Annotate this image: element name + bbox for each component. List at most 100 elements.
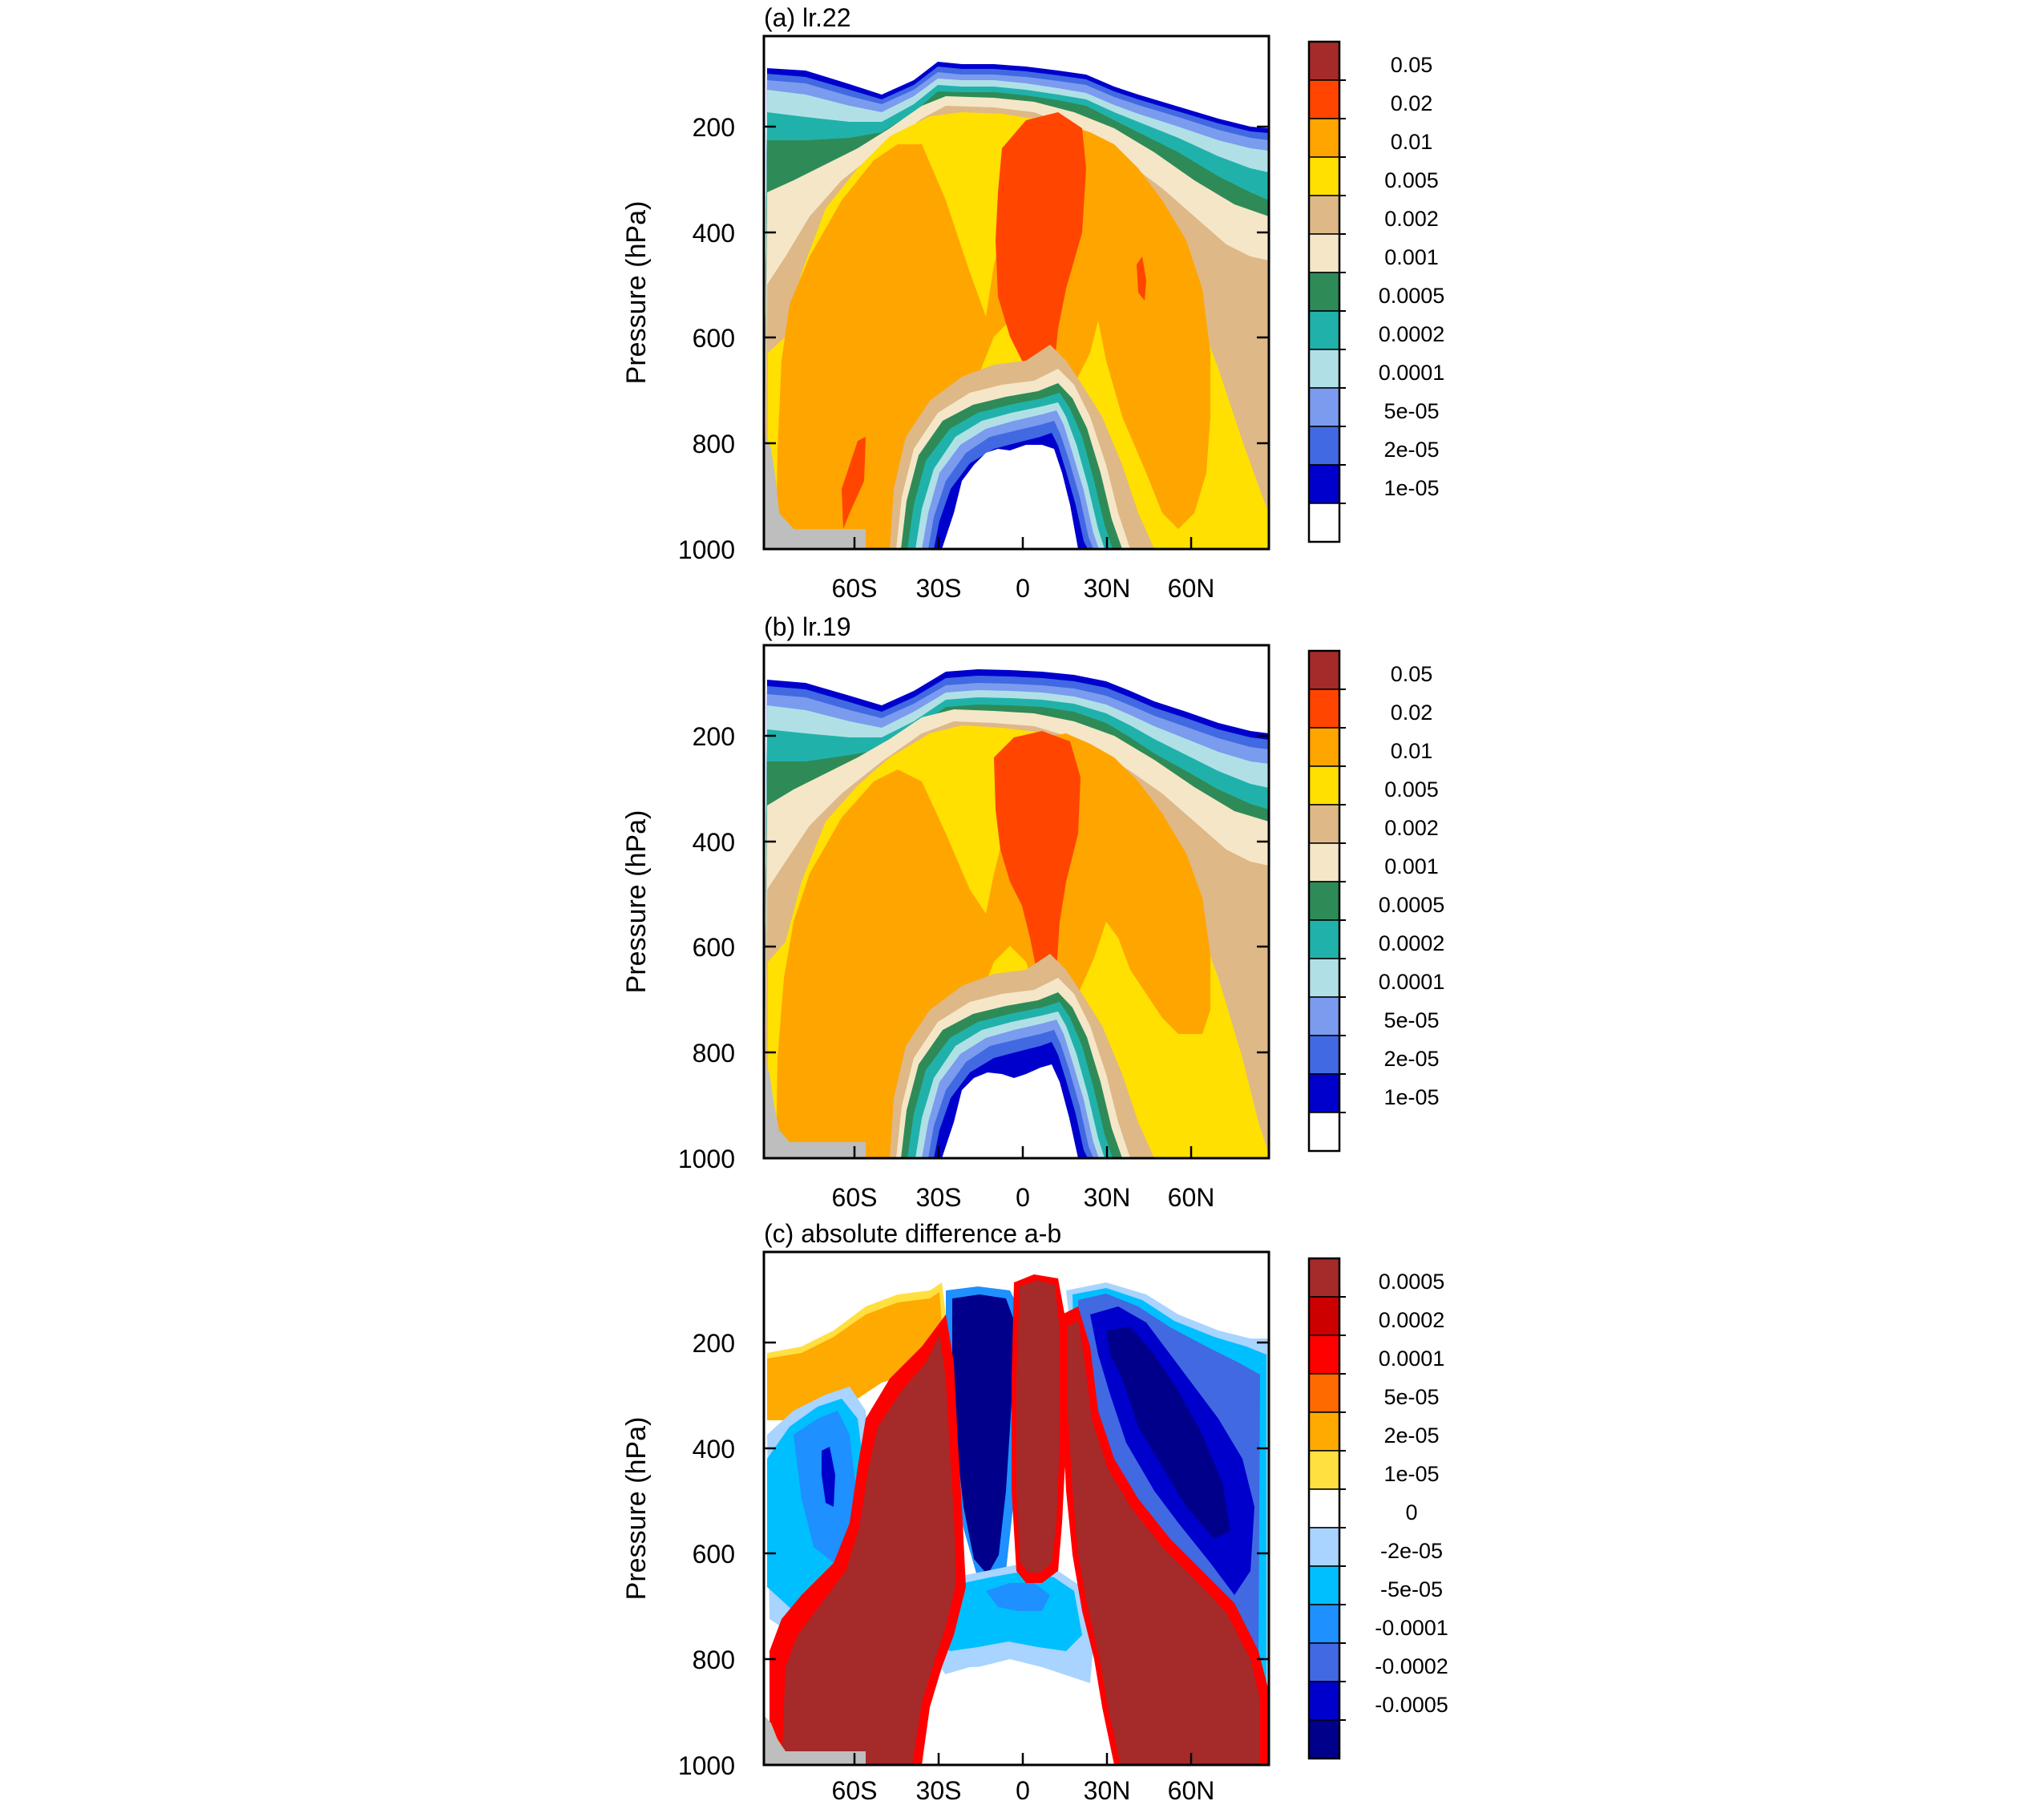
colorbar-swatch xyxy=(1308,919,1340,959)
colorbar-label: 1e-05 xyxy=(1384,476,1439,500)
colorbar-frame xyxy=(1307,649,1341,1153)
colorbar-label: 0.01 xyxy=(1391,130,1433,154)
y-tick-label: 200 xyxy=(693,1329,735,1358)
x-tick-label: 0 xyxy=(1016,1776,1030,1805)
x-tick-label: 0 xyxy=(1016,1183,1030,1212)
y-tick-label: 1000 xyxy=(678,535,735,564)
colorbar-label: 0.0005 xyxy=(1379,1270,1445,1294)
panel-c-y-axis: 200 400 600 800 1000 Pressure (hPa) xyxy=(621,1329,1269,1780)
y-tick-label: 800 xyxy=(693,430,735,458)
lower-neutral-core xyxy=(922,1666,1106,1765)
colorbar-label: 0.001 xyxy=(1384,245,1439,269)
colorbar-label: -2e-05 xyxy=(1380,1539,1443,1563)
colorbar-swatch xyxy=(1308,79,1340,119)
left-positive-region xyxy=(782,1335,956,1765)
colorbar-swatch xyxy=(1308,310,1340,350)
colorbar-label: 0.002 xyxy=(1384,207,1439,231)
panel-b-field xyxy=(764,645,1269,1158)
x-tick-label: 60S xyxy=(832,574,878,603)
panel-c-frame xyxy=(762,1250,1270,1767)
colorbar-swatch xyxy=(1308,650,1340,690)
y-axis-label: Pressure (hPa) xyxy=(621,810,652,994)
band-0.02 xyxy=(994,731,1081,994)
colorbar-swatch xyxy=(1308,1527,1340,1567)
colorbar-swatch xyxy=(1308,272,1340,312)
x-tick-label: 30S xyxy=(916,1183,962,1212)
y-tick-label: 600 xyxy=(693,933,735,962)
colorbar-label: 1e-05 xyxy=(1384,1462,1439,1486)
band-0.02 xyxy=(842,112,1146,529)
panel-c-field xyxy=(764,1252,1269,1765)
x-tick-label: 30N xyxy=(1084,574,1131,603)
colorbar-swatch xyxy=(1308,1411,1340,1452)
colorbar-swatch xyxy=(1308,1719,1340,1759)
panel-c-colorbar: 0.0005 0.0002 0.0001 5e-05 2e-05 1e-05 0 -2e-05… xyxy=(1307,1257,1448,1760)
colorbar-swatch xyxy=(1308,996,1340,1036)
colorbar-swatch xyxy=(1308,118,1340,158)
colorbar-swatch xyxy=(1308,195,1340,235)
colorbar-swatch xyxy=(1308,1373,1340,1413)
missing-data-region xyxy=(764,1715,866,1765)
y-tick-label: 600 xyxy=(693,1540,735,1569)
right-positive-region xyxy=(1068,1321,1260,1765)
colorbar-label: 0.0001 xyxy=(1379,1347,1445,1371)
x-tick-label: 60N xyxy=(1168,1776,1215,1805)
center-positive-column xyxy=(1016,1280,1060,1573)
colorbar-label: -5e-05 xyxy=(1380,1577,1443,1601)
left-negative-core xyxy=(822,1447,835,1507)
colorbar-swatch xyxy=(1308,765,1340,806)
band-0.01 xyxy=(776,733,1210,1158)
x-tick-label: 60N xyxy=(1168,574,1215,603)
colorbar-label: 0.005 xyxy=(1384,168,1439,192)
colorbar-label: 1e-05 xyxy=(1384,1085,1439,1109)
colorbar-label: 0.05 xyxy=(1391,662,1433,686)
y-tick-label: 200 xyxy=(693,113,735,142)
missing-data-region xyxy=(764,1058,866,1158)
colorbar-label: 5e-05 xyxy=(1384,1385,1439,1409)
y-tick-label: 400 xyxy=(693,219,735,248)
colorbar-swatch xyxy=(1308,1112,1340,1152)
colorbar-swatch xyxy=(1308,1296,1340,1336)
colorbar-label: -0.0005 xyxy=(1375,1693,1448,1717)
y-axis-label: Pressure (hPa) xyxy=(621,1417,652,1601)
colorbar-label: 2e-05 xyxy=(1384,438,1439,462)
center-negative-column-core xyxy=(952,1294,1015,1575)
panel-c: (c) absolute difference a-b xyxy=(621,1219,1448,1805)
colorbar-swatch xyxy=(1308,958,1340,998)
colorbar-swatch xyxy=(1308,1604,1340,1644)
panel-a-field xyxy=(764,36,1269,549)
panel-a: (a) lr.22 xyxy=(621,3,1444,603)
x-tick-label: 60S xyxy=(832,1183,878,1212)
colorbar-label: 0.0001 xyxy=(1379,970,1445,994)
colorbar-label: 0.0005 xyxy=(1379,284,1445,308)
lower-white-core xyxy=(942,1064,1078,1158)
colorbar-label: 0.01 xyxy=(1391,739,1433,763)
colorbar-swatch xyxy=(1308,1335,1340,1375)
y-axis-label: Pressure (hPa) xyxy=(621,201,652,385)
colorbar-label: 0.0002 xyxy=(1379,322,1445,346)
colorbar-swatch xyxy=(1308,1488,1340,1528)
x-tick-label: 30S xyxy=(916,1776,962,1805)
right-negative-core-dark xyxy=(1106,1326,1230,1539)
colorbar-swatch xyxy=(1308,1642,1340,1682)
y-tick-label: 800 xyxy=(693,1645,735,1674)
x-tick-label: 30N xyxy=(1084,1183,1131,1212)
colorbar-swatch xyxy=(1308,503,1340,543)
y-tick-label: 600 xyxy=(693,324,735,353)
colorbar-swatch xyxy=(1308,1073,1340,1113)
panel-a-title: (a) lr.22 xyxy=(764,3,850,32)
colorbar-label: 0.0002 xyxy=(1379,931,1445,955)
colorbar-swatch xyxy=(1308,349,1340,389)
colorbar-swatch xyxy=(1308,1450,1340,1490)
colorbar-swatch xyxy=(1308,1258,1340,1298)
colorbar-frame xyxy=(1307,1257,1341,1760)
missing-data-region xyxy=(764,433,866,549)
panel-a-y-axis: 200 400 600 800 1000 Pressure (hPa) xyxy=(621,113,1269,564)
colorbar-swatch xyxy=(1308,1035,1340,1075)
colorbar-label: 0.0002 xyxy=(1379,1308,1445,1332)
panel-b: (b) lr.19 xyxy=(621,612,1444,1212)
colorbar-swatch xyxy=(1308,842,1340,882)
y-tick-label: 800 xyxy=(693,1039,735,1068)
colorbar-swatch xyxy=(1308,387,1340,427)
